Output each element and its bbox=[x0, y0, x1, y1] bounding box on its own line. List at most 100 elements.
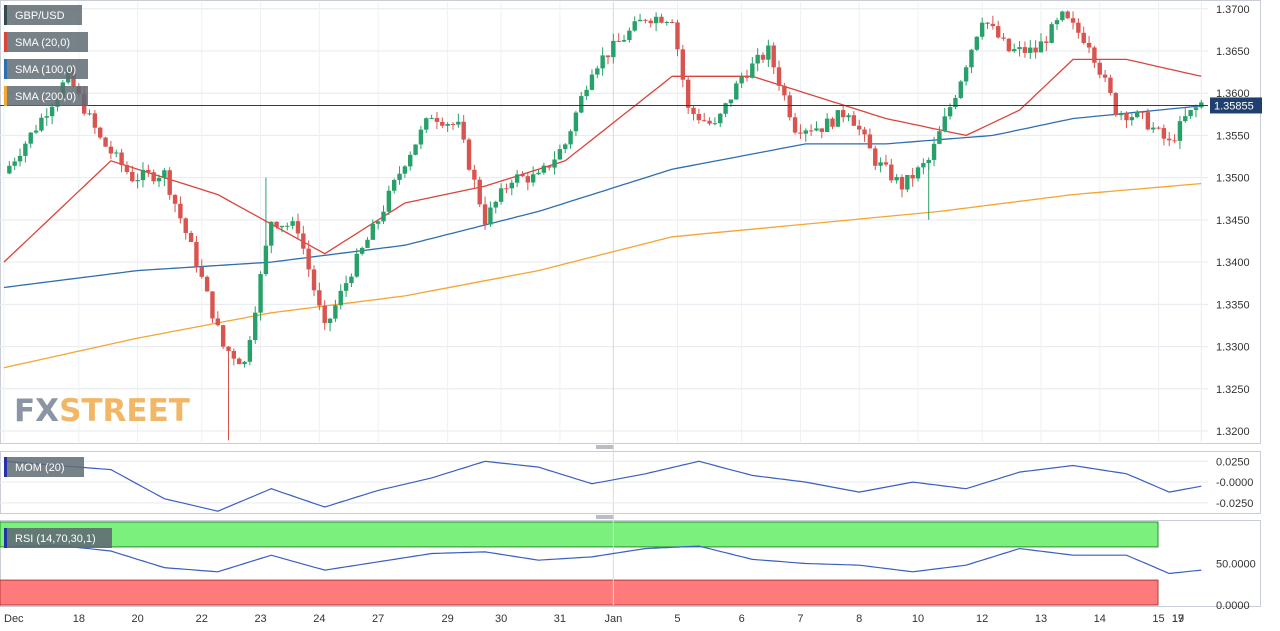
candle-body bbox=[402, 166, 408, 174]
x-tick-label: 18 bbox=[73, 613, 85, 625]
x-tick-label: 19 bbox=[1172, 613, 1184, 625]
candle-body bbox=[1118, 113, 1124, 116]
candle-body bbox=[194, 241, 199, 267]
legend-item bbox=[4, 5, 82, 25]
candle-body bbox=[327, 318, 333, 324]
candle-body bbox=[974, 36, 980, 50]
rsi-line bbox=[3, 544, 1202, 575]
mom-y-tick-label: 0.0250 bbox=[1216, 456, 1250, 468]
rsi-legend-label: RSI (14,70,30,1) bbox=[15, 533, 96, 545]
mom-legend bbox=[4, 457, 84, 477]
candle-body bbox=[787, 95, 792, 118]
candle-body bbox=[242, 361, 247, 365]
last-price-badge bbox=[1210, 97, 1262, 114]
candle-body bbox=[637, 19, 643, 22]
y-tick-label: 1.3350 bbox=[1216, 299, 1250, 311]
candle-body bbox=[204, 276, 210, 292]
y-tick-label: 1.3700 bbox=[1216, 4, 1250, 16]
candle-body bbox=[247, 340, 253, 362]
candle-body bbox=[685, 79, 691, 108]
panel-resize-handle bbox=[596, 445, 614, 449]
candle-body bbox=[878, 162, 883, 166]
candle-body bbox=[557, 149, 563, 160]
candle-body bbox=[354, 253, 359, 277]
candle-body bbox=[408, 154, 413, 167]
candle-body bbox=[220, 325, 226, 347]
candle-body bbox=[349, 276, 354, 284]
candle-body bbox=[1177, 121, 1183, 141]
legend-item bbox=[4, 32, 88, 52]
candle-body bbox=[573, 112, 579, 132]
candle-body bbox=[1183, 116, 1188, 122]
candle-body bbox=[279, 225, 285, 228]
candle-body bbox=[1097, 62, 1102, 75]
candle-body bbox=[386, 190, 392, 212]
candle-body bbox=[1124, 113, 1129, 121]
candle-body bbox=[103, 137, 108, 147]
candle-body bbox=[568, 131, 573, 145]
candle-body bbox=[803, 130, 808, 134]
mom-y-tick-label: -0.0250 bbox=[1216, 498, 1253, 510]
candle-body bbox=[990, 23, 996, 27]
candle-body bbox=[172, 194, 178, 204]
legend-color-swatch bbox=[4, 457, 7, 477]
candle-body bbox=[391, 179, 397, 191]
candle-body bbox=[338, 290, 343, 306]
candle-body bbox=[1161, 128, 1167, 139]
candle-body bbox=[659, 16, 664, 23]
candle-body bbox=[33, 130, 39, 133]
candle-body bbox=[108, 146, 114, 154]
candle-body bbox=[776, 67, 782, 86]
candle-body bbox=[953, 97, 958, 108]
candle-body bbox=[1134, 111, 1140, 118]
x-tick-label: 30 bbox=[495, 613, 507, 625]
candle-body bbox=[1006, 38, 1012, 52]
candle-body bbox=[931, 143, 937, 160]
candle-body bbox=[472, 169, 477, 180]
candle-body bbox=[675, 22, 680, 50]
mom-legend-label: MOM (20) bbox=[15, 462, 65, 474]
candle-body bbox=[434, 118, 440, 122]
candle-body bbox=[162, 170, 167, 178]
x-tick-label: 27 bbox=[372, 613, 384, 625]
candle-body bbox=[188, 232, 194, 242]
candle-body bbox=[28, 132, 33, 144]
candle-body bbox=[343, 283, 349, 291]
candle-body bbox=[1044, 41, 1049, 43]
candle-body bbox=[1081, 32, 1086, 43]
candle-body bbox=[728, 99, 734, 104]
candle-body bbox=[547, 165, 552, 168]
candle-body bbox=[552, 159, 557, 168]
candle-body bbox=[862, 129, 867, 135]
candle-body bbox=[627, 30, 632, 41]
candle-body bbox=[541, 165, 547, 173]
x-tick-label: 13 bbox=[1035, 613, 1047, 625]
x-tick-label: 15 bbox=[1152, 613, 1164, 625]
x-tick-label: 20 bbox=[132, 613, 144, 625]
candle-body bbox=[370, 223, 376, 240]
candle-body bbox=[114, 152, 119, 154]
candle-body bbox=[1070, 18, 1076, 23]
legend-color-swatch bbox=[4, 59, 7, 79]
x-tick-label: Jan bbox=[604, 613, 622, 625]
candle-body bbox=[1028, 47, 1033, 53]
candle-body bbox=[739, 76, 744, 84]
legend-color-swatch bbox=[4, 86, 7, 106]
candle-body bbox=[1156, 127, 1161, 129]
x-tick-label: 7 bbox=[797, 613, 803, 625]
candle-body bbox=[498, 188, 504, 202]
candle-body bbox=[445, 124, 450, 126]
candle-body bbox=[301, 233, 306, 249]
candle-body bbox=[359, 247, 365, 254]
last-price-label: 1.35855 bbox=[1214, 100, 1254, 112]
candle-body bbox=[488, 207, 493, 225]
candle-body bbox=[429, 118, 434, 120]
candle-body bbox=[290, 221, 295, 226]
rsi-legend bbox=[4, 528, 112, 548]
candle-body bbox=[1001, 37, 1006, 39]
legend-color-swatch bbox=[4, 5, 7, 25]
candle-body bbox=[130, 171, 135, 182]
x-tick-label: 12 bbox=[976, 613, 988, 625]
candle-body bbox=[1060, 11, 1065, 21]
candle-body bbox=[274, 221, 279, 228]
